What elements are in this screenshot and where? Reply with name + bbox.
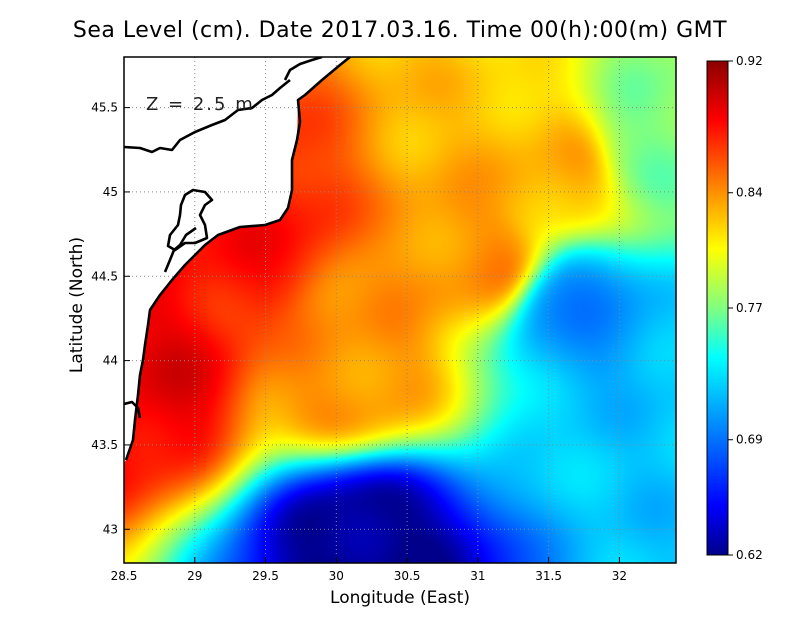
y-tick-label: 43 [103,522,118,536]
colorbar-tick-label: 0.92 [736,54,763,68]
x-tick-label: 32 [612,569,627,583]
y-tick-label: 43.5 [91,438,118,452]
colorbar-tick-label: 0.84 [736,186,763,200]
colorbar-tick-label: 0.69 [736,433,763,447]
y-tick-label: 44.5 [91,269,118,283]
y-tick-label: 45.5 [91,101,118,115]
depth-annotation: Z = 2.5 m [146,94,255,115]
y-tick-label: 45 [103,185,118,199]
x-tick-label: 30 [329,569,344,583]
x-tick-label: 30.5 [394,569,421,583]
x-tick-label: 31.5 [535,569,562,583]
land-mask [124,57,350,463]
plot-frame [123,56,677,564]
x-axis-label: Longitude (East) [330,588,470,608]
colorbar-tick-label: 0.77 [736,301,763,315]
y-axis-label: Latitude (North) [67,236,87,374]
colorbar-tick-label: 0.62 [736,548,763,562]
coastline [124,57,351,461]
x-tick-label: 29 [187,569,202,583]
map-title: Sea Level (cm). Date 2017.03.16. Time 00… [72,18,728,43]
x-tick-label: 28.5 [111,569,138,583]
y-tick-label: 44 [103,354,118,368]
colorbar [706,60,729,556]
x-tick-label: 29.5 [252,569,279,583]
y-axis: 43 43.5 44 44.5 45 45.5 [91,101,130,536]
grid-lines [124,57,676,563]
x-axis: 28.5 29 29.5 30 30.5 31 31.5 32 [111,557,627,583]
colorbar-axis: 0.92 0.84 0.77 0.69 0.62 [728,54,763,562]
x-tick-label: 31 [470,569,485,583]
